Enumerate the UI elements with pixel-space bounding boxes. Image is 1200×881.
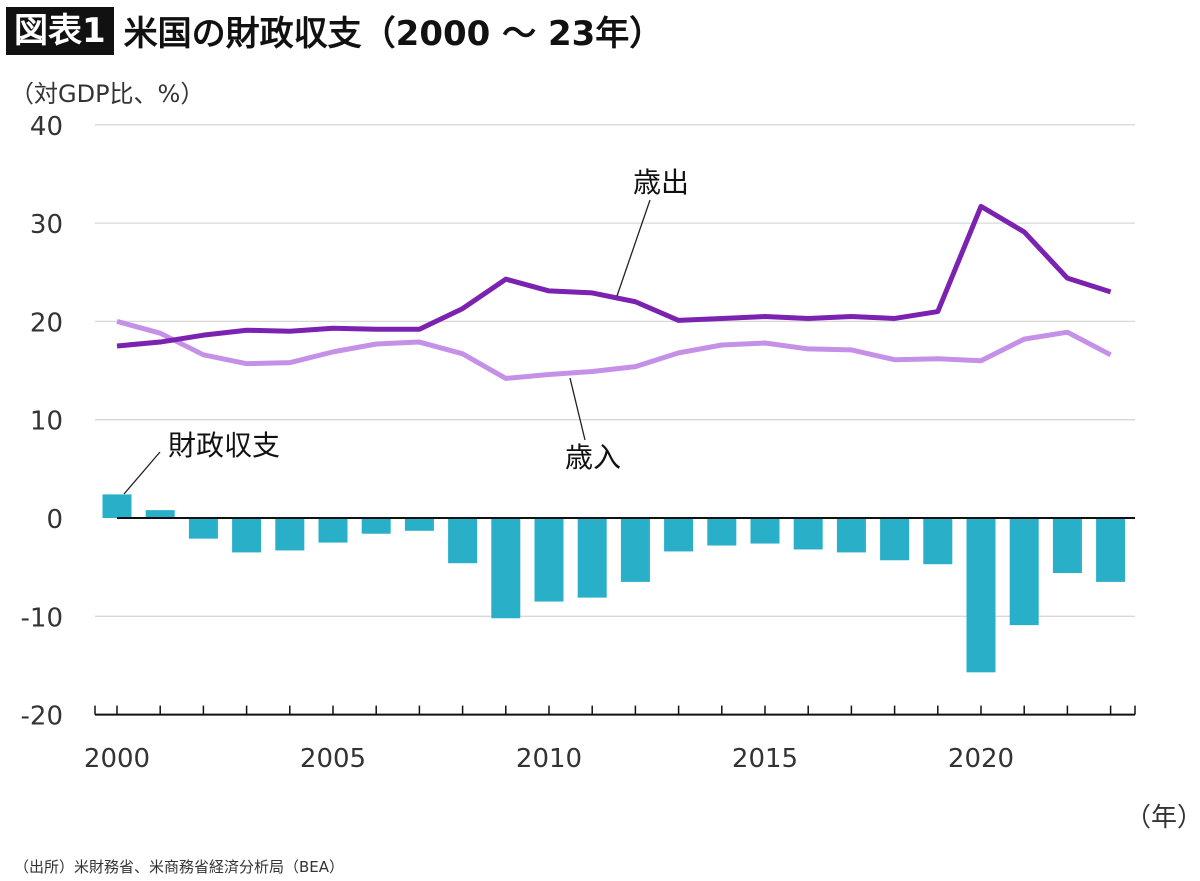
bar-2023: [1096, 518, 1126, 582]
bar-2020: [966, 518, 996, 673]
bar-2013: [664, 518, 694, 552]
bar-2010: [534, 518, 564, 602]
bar-2002: [188, 518, 218, 539]
y-tick-label: 10: [30, 407, 63, 437]
x-axis-unit: （年）: [1125, 803, 1200, 833]
balance-label: 財政収支: [168, 429, 280, 462]
revenue-leader-line: [569, 377, 586, 441]
source-note: （出所）米財務省、米商務省経済分析局（BEA）: [14, 858, 345, 876]
bar-2011: [577, 518, 607, 598]
bar-2001: [145, 510, 175, 518]
y-tick-label: -20: [21, 702, 63, 732]
y-tick-label: 40: [30, 112, 63, 142]
bar-2017: [836, 518, 866, 553]
y-tick-label: 20: [30, 308, 63, 338]
bar-2008: [448, 518, 478, 564]
bar-2022: [1052, 518, 1082, 574]
bar-2007: [404, 518, 434, 531]
spending-label: 歳出: [633, 166, 689, 199]
balance-leader-line: [123, 451, 161, 495]
title-text: 米国の財政収支（2000 ～ 23年）: [123, 14, 664, 54]
y-tick-label: -10: [21, 603, 63, 633]
x-tick-label: 2005: [300, 744, 366, 774]
bar-2014: [707, 518, 737, 546]
bar-2016: [793, 518, 823, 550]
x-tick-label: 2010: [516, 744, 582, 774]
bar-2004: [275, 518, 305, 551]
bar-2018: [880, 518, 910, 561]
y-tick-label: 30: [30, 210, 63, 240]
x-tick-label: 2015: [732, 744, 798, 774]
bar-2019: [923, 518, 953, 565]
x-tick-label: 2000: [84, 744, 150, 774]
spending-line: [116, 203, 1112, 349]
bar-2015: [750, 518, 780, 544]
y-tick-label: 0: [46, 505, 63, 535]
x-tick-label: 2020: [948, 744, 1014, 774]
bar-2005: [318, 518, 348, 543]
revenue-label: 歳入: [565, 441, 621, 474]
figure-badge: 図表1: [6, 6, 114, 55]
bar-2003: [232, 518, 262, 553]
spending-leader-line: [616, 199, 651, 297]
bar-2021: [1009, 518, 1039, 626]
bar-2006: [361, 518, 391, 534]
bar-2000: [102, 494, 132, 518]
y-axis-unit: （対GDP比、%）: [10, 80, 205, 108]
chart-title: 図表1 米国の財政収支（2000 ～ 23年）: [6, 6, 663, 55]
revenue-line: [116, 318, 1112, 381]
bar-2012: [620, 518, 650, 582]
bar-2009: [491, 518, 521, 619]
